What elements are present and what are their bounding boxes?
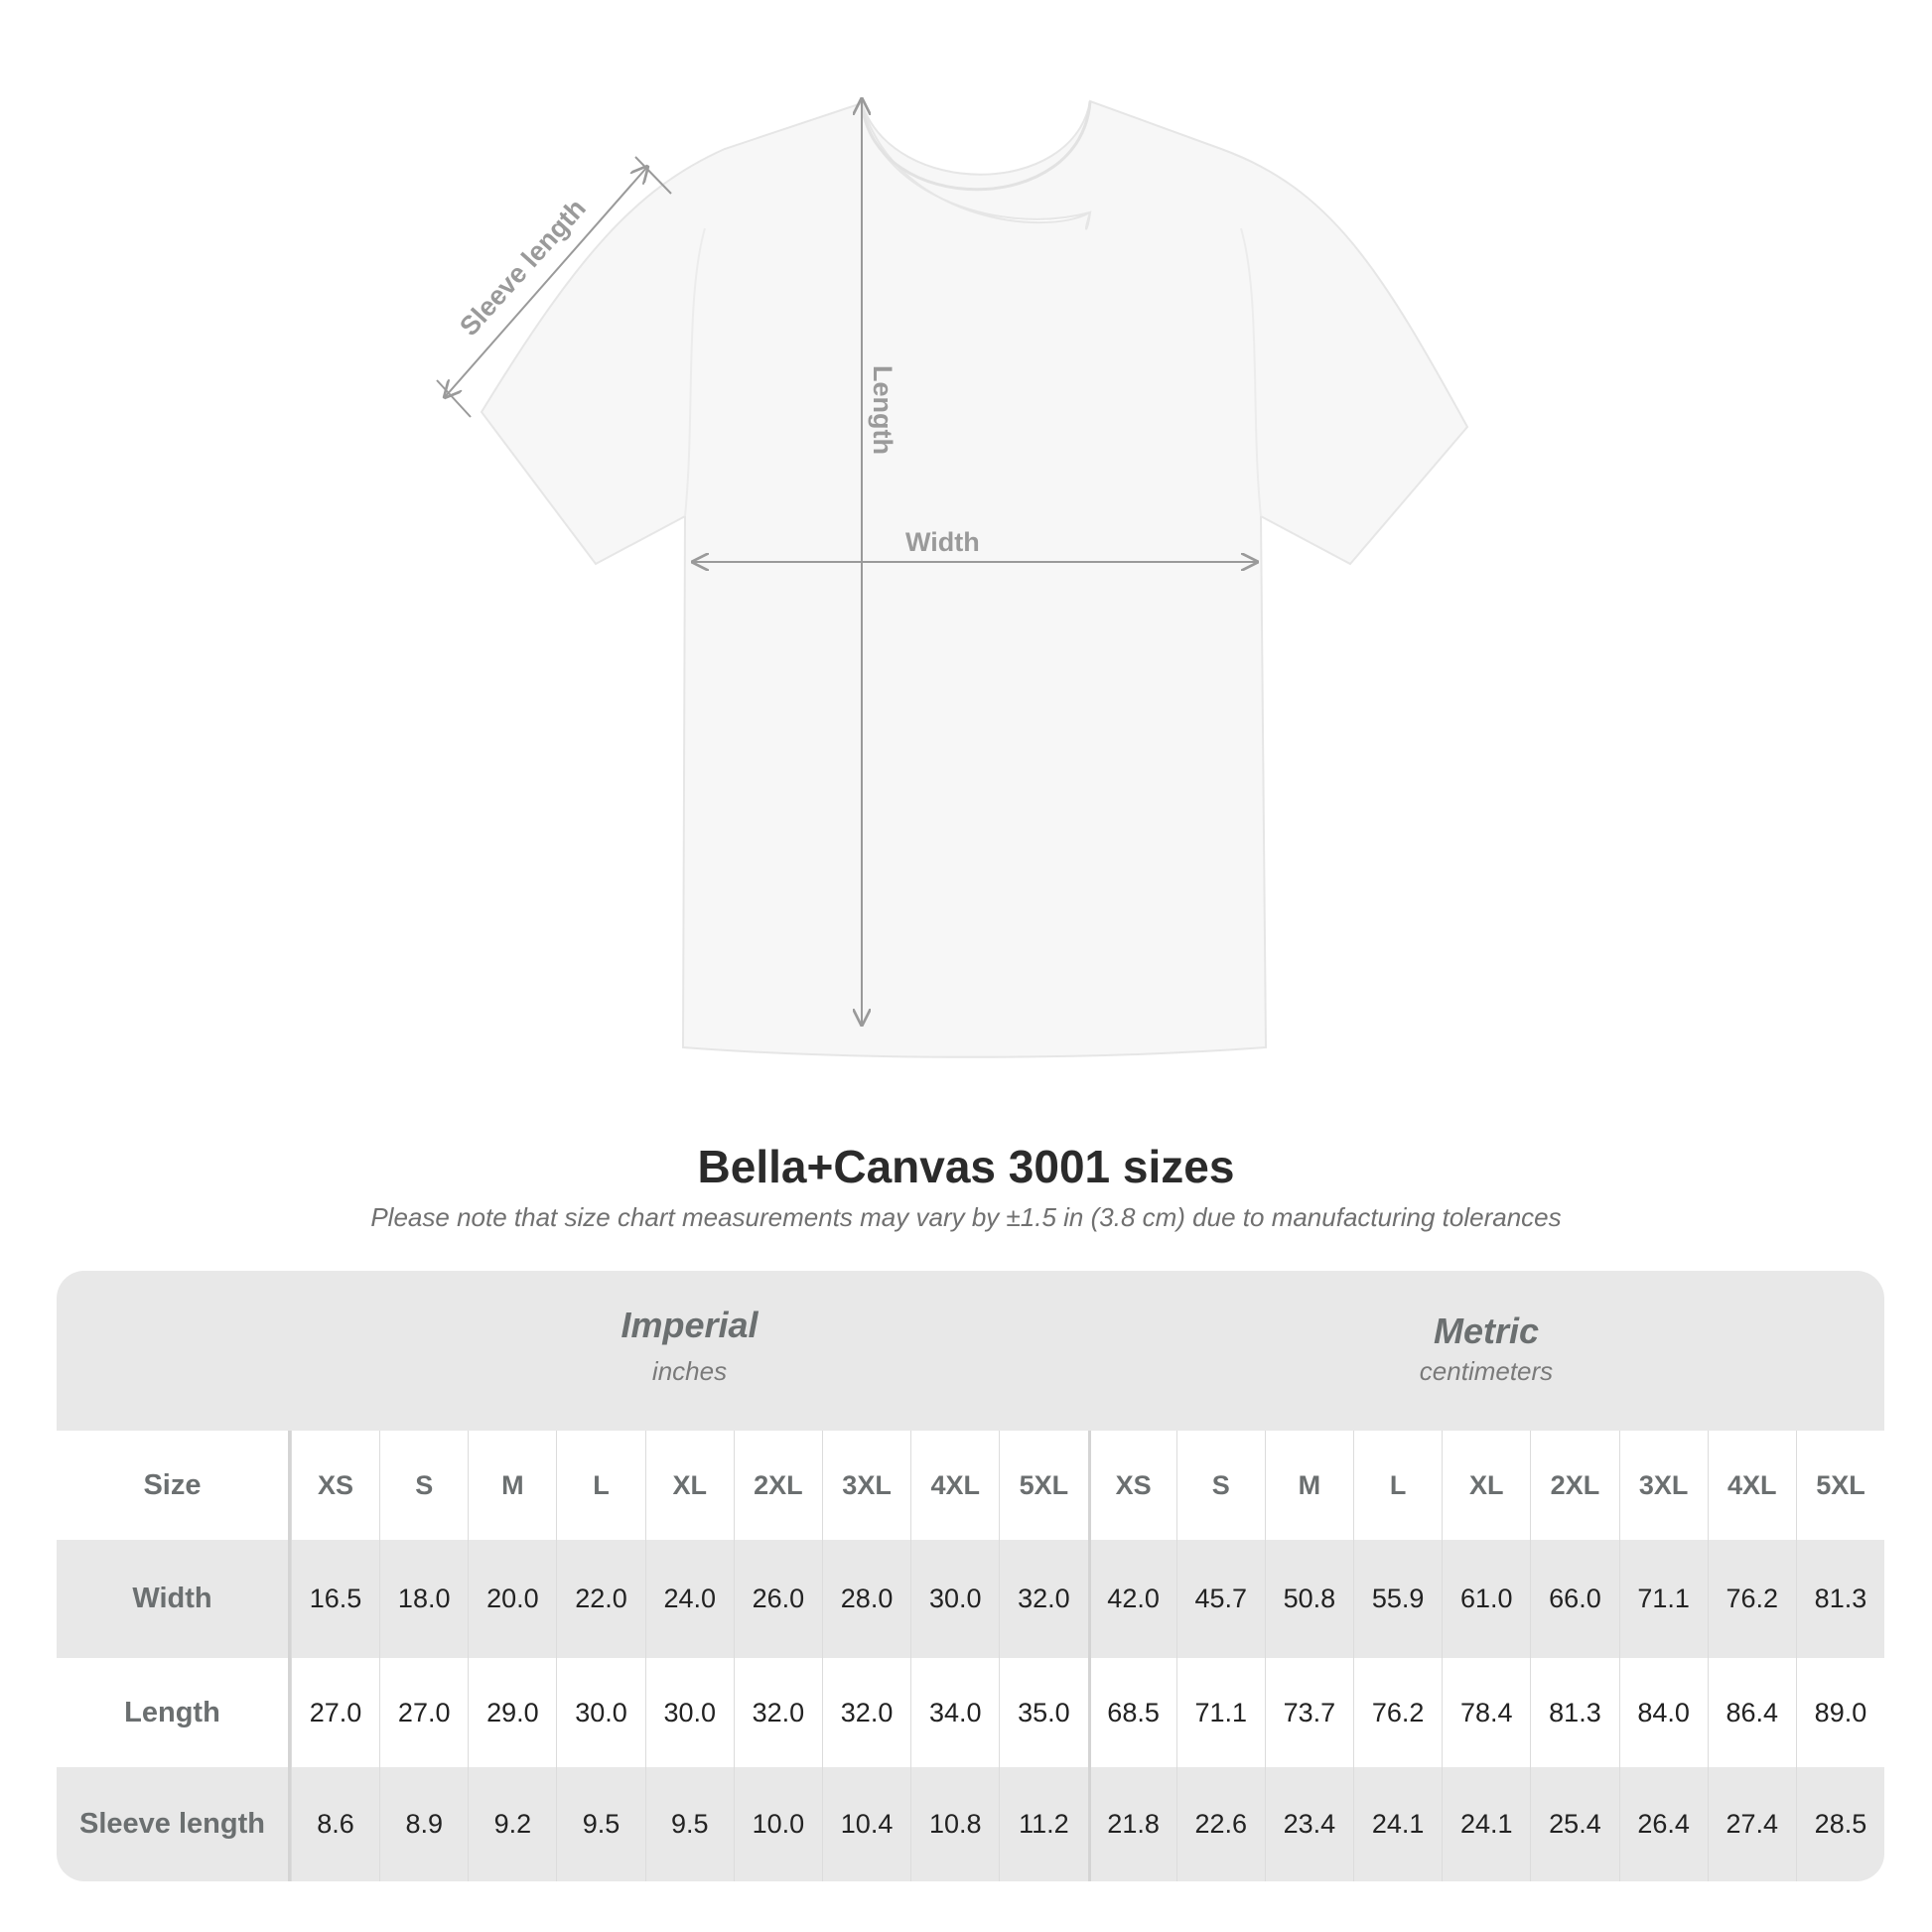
table-cell: 42.0 xyxy=(1087,1540,1176,1658)
table-cell: 11.2 xyxy=(999,1767,1087,1881)
table-cell: 27.0 xyxy=(379,1658,468,1767)
row-label: Width xyxy=(57,1540,291,1658)
table-cell: 78.4 xyxy=(1442,1658,1530,1767)
table-cell: 24.1 xyxy=(1442,1767,1530,1881)
imperial-size-m: M xyxy=(468,1431,556,1540)
size-table: Imperial inches Metric centimeters Size X… xyxy=(57,1271,1884,1881)
table-cell: 26.4 xyxy=(1618,1767,1708,1881)
table-cell: 81.3 xyxy=(1530,1658,1618,1767)
length-label: Length xyxy=(868,365,897,455)
sleeve-length-row: Sleeve length 8.6 8.9 9.2 9.5 9.5 10.0 10.4 10.8… xyxy=(57,1767,1884,1881)
metric-size-xl: XL xyxy=(1442,1431,1530,1540)
tshirt-diagram: Sleeve length Length Width xyxy=(436,0,1469,1058)
table-cell: 9.2 xyxy=(468,1767,556,1881)
table-cell: 55.9 xyxy=(1353,1540,1442,1658)
table-cell: 28.5 xyxy=(1795,1767,1884,1881)
table-cell: 22.6 xyxy=(1175,1767,1265,1881)
table-cell: 68.5 xyxy=(1087,1658,1176,1767)
table-cell: 61.0 xyxy=(1442,1540,1530,1658)
length-row: Length 27.0 27.0 29.0 30.0 30.0 32.0 32.0 34.0 35… xyxy=(57,1658,1884,1767)
imperial-size-l: L xyxy=(556,1431,644,1540)
imperial-size-xl: XL xyxy=(644,1431,734,1540)
metric-size-l: L xyxy=(1353,1431,1442,1540)
table-cell: 10.4 xyxy=(821,1767,910,1881)
table-cell: 16.5 xyxy=(290,1540,379,1658)
imperial-size-4xl: 4XL xyxy=(910,1431,999,1540)
metric-size-4xl: 4XL xyxy=(1707,1431,1796,1540)
table-cell: 76.2 xyxy=(1353,1658,1442,1767)
table-cell: 9.5 xyxy=(556,1767,644,1881)
imperial-size-2xl: 2XL xyxy=(733,1431,822,1540)
table-cell: 32.0 xyxy=(821,1658,910,1767)
metric-size-3xl: 3XL xyxy=(1618,1431,1708,1540)
metric-header: Metric centimeters xyxy=(1088,1271,1884,1431)
tshirt-image xyxy=(480,99,1469,1058)
width-row: Width 16.5 18.0 20.0 22.0 24.0 26.0 28.0 30.0 32.… xyxy=(57,1540,1884,1658)
width-label: Width xyxy=(905,527,980,557)
metric-size-5xl: 5XL xyxy=(1795,1431,1884,1540)
table-cell: 24.1 xyxy=(1353,1767,1442,1881)
table-cell: 30.0 xyxy=(556,1658,644,1767)
table-cell: 71.1 xyxy=(1618,1540,1708,1658)
metric-title: Metric xyxy=(1433,1311,1540,1351)
chart-subtitle: Please note that size chart measurements… xyxy=(370,1202,1562,1232)
table-cell: 29.0 xyxy=(468,1658,556,1767)
table-cell: 26.0 xyxy=(733,1540,822,1658)
table-cell: 20.0 xyxy=(468,1540,556,1658)
table-cell: 30.0 xyxy=(910,1540,999,1658)
table-cell: 8.6 xyxy=(290,1767,379,1881)
table-cell: 84.0 xyxy=(1618,1658,1708,1767)
table-cell: 66.0 xyxy=(1530,1540,1618,1658)
table-cell: 50.8 xyxy=(1264,1540,1353,1658)
imperial-size-s: S xyxy=(379,1431,468,1540)
chart-title: Bella+Canvas 3001 sizes xyxy=(697,1141,1235,1192)
table-cell: 34.0 xyxy=(910,1658,999,1767)
metric-unit: centimeters xyxy=(1419,1356,1554,1386)
size-row: Size XS S M L XL 2XL 3XL 4XL 5XL XS S M L XL 2XL 3XL 4XL 5… xyxy=(57,1431,1884,1540)
table-cell: 25.4 xyxy=(1530,1767,1618,1881)
imperial-size-3xl: 3XL xyxy=(821,1431,910,1540)
table-cell: 18.0 xyxy=(379,1540,468,1658)
metric-size-xs: XS xyxy=(1087,1431,1176,1540)
table-cell: 71.1 xyxy=(1175,1658,1265,1767)
table-cell: 32.0 xyxy=(733,1658,822,1767)
table-cell: 73.7 xyxy=(1264,1658,1353,1767)
table-cell: 27.0 xyxy=(290,1658,379,1767)
table-cell: 89.0 xyxy=(1795,1658,1884,1767)
table-cell: 45.7 xyxy=(1175,1540,1265,1658)
table-cell: 8.9 xyxy=(379,1767,468,1881)
size-label: Size xyxy=(57,1431,291,1540)
metric-size-2xl: 2XL xyxy=(1530,1431,1618,1540)
table-cell: 81.3 xyxy=(1795,1540,1884,1658)
width-arrow: Width xyxy=(693,527,1257,562)
table-cell: 32.0 xyxy=(999,1540,1087,1658)
row-label: Length xyxy=(57,1658,291,1767)
table-cell: 35.0 xyxy=(999,1658,1087,1767)
table-cell: 22.0 xyxy=(556,1540,644,1658)
metric-size-m: M xyxy=(1264,1431,1353,1540)
table-cell: 24.0 xyxy=(644,1540,734,1658)
table-cell: 21.8 xyxy=(1087,1767,1176,1881)
row-label: Sleeve length xyxy=(57,1767,291,1881)
table-cell: 23.4 xyxy=(1264,1767,1353,1881)
imperial-size-xs: XS xyxy=(290,1431,379,1540)
table-cell: 76.2 xyxy=(1707,1540,1796,1658)
imperial-title: Imperial xyxy=(621,1305,759,1345)
imperial-header: Imperial inches xyxy=(291,1271,1088,1431)
table-cell: 9.5 xyxy=(644,1767,734,1881)
table-cell: 28.0 xyxy=(821,1540,910,1658)
table-cell: 30.0 xyxy=(644,1658,734,1767)
table-cell: 10.0 xyxy=(733,1767,822,1881)
imperial-unit: inches xyxy=(651,1356,728,1386)
table-cell: 86.4 xyxy=(1707,1658,1796,1767)
table-cell: 10.8 xyxy=(910,1767,999,1881)
imperial-size-5xl: 5XL xyxy=(999,1431,1087,1540)
table-cell: 27.4 xyxy=(1707,1767,1796,1881)
metric-size-s: S xyxy=(1175,1431,1265,1540)
